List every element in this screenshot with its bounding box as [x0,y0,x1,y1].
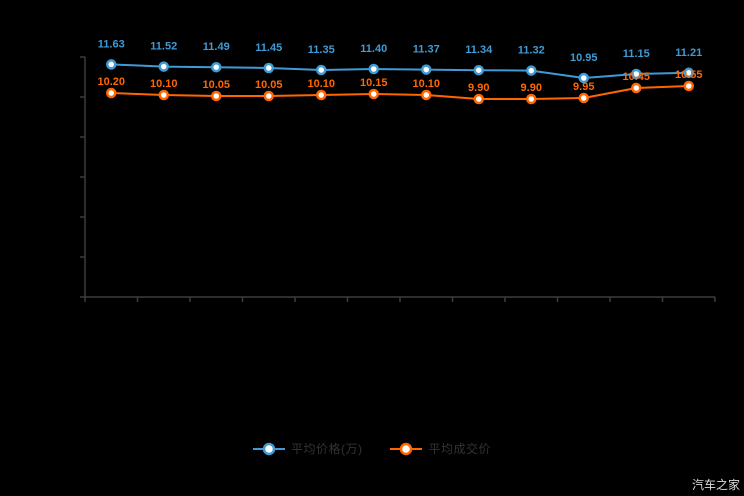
autohome-watermark: 汽车之家 [691,478,740,492]
data-point-marker [106,87,117,99]
data-point-marker [631,82,642,94]
line-marker-icon [252,442,285,455]
data-label: 10.10 [307,78,335,90]
data-label: 11.63 [98,38,125,50]
data-label: 11.49 [203,41,230,53]
data-label: 10.05 [202,79,230,91]
data-label: 10.10 [412,78,440,90]
data-point-marker [473,93,484,105]
data-label: 11.15 [623,48,650,60]
data-point-marker [526,93,537,105]
series-line-0 [111,63,689,80]
data-label: 10.15 [360,77,388,89]
data-label: 11.21 [675,47,702,59]
data-label: 10.10 [150,78,178,90]
data-label: 10.05 [255,79,283,91]
data-point-marker [263,90,274,102]
data-point-marker [263,62,274,74]
data-point-marker [631,68,642,80]
data-point-marker [316,64,327,76]
data-point-marker [368,88,379,100]
data-point-marker [683,67,694,79]
data-label: 11.37 [413,44,440,56]
data-point-marker [578,92,589,104]
data-point-marker [683,80,694,92]
data-label: 10.55 [675,69,703,81]
data-label: 11.52 [150,41,177,53]
data-point-marker [211,90,222,102]
series-line-1 [111,85,689,100]
data-point-marker [158,89,169,101]
line-marker-icon [390,442,423,455]
legend-item-average-price[interactable]: 平均价格(万) [252,440,363,457]
data-label: 10.20 [97,76,125,88]
data-point-marker [368,63,379,75]
data-label: 10.45 [622,71,650,83]
data-point-marker [421,64,432,75]
data-label: 9.95 [573,81,594,93]
data-point-marker [158,61,169,72]
axes [84,57,715,298]
data-label: 9.90 [521,82,542,94]
legend-label: 平均成交价 [428,442,491,456]
legend-item-average-deal-price[interactable]: 平均成交价 [390,440,491,457]
data-label: 9.90 [468,82,489,94]
legend-label: 平均价格(万) [290,442,363,456]
data-point-marker [106,59,117,70]
data-point-marker [473,64,484,76]
data-point-marker [316,89,327,101]
data-label: 10.95 [570,52,598,64]
chart-legend: 平均价格(万) 平均成交价 [0,440,744,457]
data-point-marker [211,61,222,73]
data-label: 11.45 [255,42,282,54]
data-label: 11.40 [360,43,387,55]
data-label: 11.35 [308,44,335,56]
data-point-marker [578,72,589,84]
data-label: 11.32 [518,45,545,57]
data-point-marker [421,89,432,101]
data-point-marker [526,65,537,76]
data-label: 11.34 [465,44,493,56]
